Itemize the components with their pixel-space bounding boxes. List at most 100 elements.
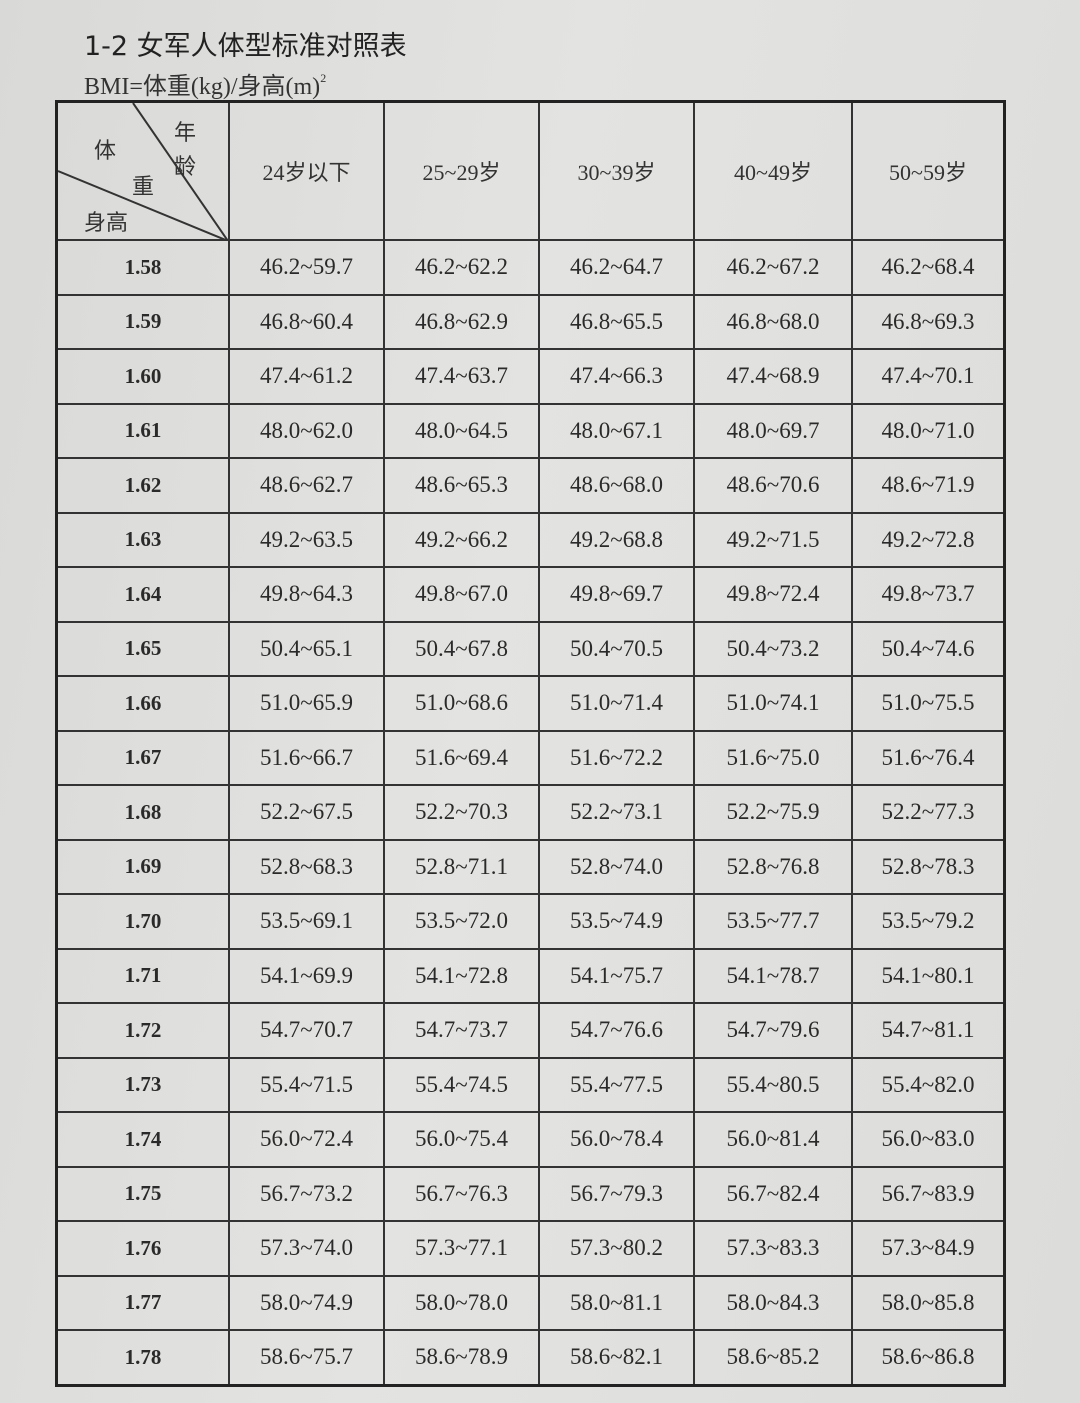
weight-range-cell: 46.8~62.9 bbox=[383, 293, 540, 350]
corner-age2: 龄 bbox=[174, 155, 197, 180]
weight-range-cell: 54.7~73.7 bbox=[383, 1002, 540, 1059]
height-cell: 1.67 bbox=[55, 729, 230, 786]
weight-range-cell: 58.6~78.9 bbox=[383, 1329, 540, 1386]
weight-range-cell: 48.6~62.7 bbox=[228, 457, 385, 514]
height-cell: 1.71 bbox=[55, 947, 230, 1004]
table-row: 1.71 54.1~69.9 54.1~72.8 54.1~75.7 54.1~78.7… bbox=[55, 947, 1006, 1004]
weight-range-cell: 54.7~70.7 bbox=[228, 1002, 385, 1059]
weight-range-cell: 49.8~73.7 bbox=[851, 566, 1006, 623]
weight-range-cell: 53.5~79.2 bbox=[851, 893, 1006, 950]
table-row: 1.69 52.8~68.3 52.8~71.1 52.8~74.0 52.8~76.8… bbox=[55, 838, 1006, 895]
weight-range-cell: 55.4~82.0 bbox=[851, 1056, 1006, 1113]
weight-range-cell: 51.0~71.4 bbox=[538, 675, 695, 732]
weight-range-cell: 52.2~75.9 bbox=[693, 784, 853, 841]
weight-range-cell: 58.6~85.2 bbox=[693, 1329, 853, 1386]
weight-range-cell: 49.8~67.0 bbox=[383, 566, 540, 623]
weight-range-cell: 56.7~82.4 bbox=[693, 1165, 853, 1222]
weight-range-cell: 58.0~85.8 bbox=[851, 1274, 1006, 1331]
weight-range-cell: 51.6~76.4 bbox=[851, 729, 1006, 786]
table-row: 1.74 56.0~72.4 56.0~75.4 56.0~78.4 56.0~81.4… bbox=[55, 1111, 1006, 1168]
height-cell: 1.58 bbox=[55, 239, 230, 296]
weight-range-cell: 52.8~74.0 bbox=[538, 838, 695, 895]
weight-range-cell: 52.2~67.5 bbox=[228, 784, 385, 841]
weight-range-cell: 51.6~66.7 bbox=[228, 729, 385, 786]
weight-range-cell: 54.7~81.1 bbox=[851, 1002, 1006, 1059]
weight-range-cell: 56.0~83.0 bbox=[851, 1111, 1006, 1168]
table-row: 1.76 57.3~74.0 57.3~77.1 57.3~80.2 57.3~83.3… bbox=[55, 1220, 1006, 1277]
weight-range-cell: 54.1~75.7 bbox=[538, 947, 695, 1004]
height-cell: 1.75 bbox=[55, 1165, 230, 1222]
weight-range-cell: 56.0~72.4 bbox=[228, 1111, 385, 1168]
formula-exponent: 2 bbox=[320, 71, 327, 85]
weight-range-cell: 56.0~78.4 bbox=[538, 1111, 695, 1168]
corner-header: 体 重 年 龄 身高 bbox=[55, 100, 230, 241]
height-cell: 1.60 bbox=[55, 348, 230, 405]
weight-range-cell: 49.2~63.5 bbox=[228, 511, 385, 568]
weight-range-cell: 53.5~74.9 bbox=[538, 893, 695, 950]
table-row: 1.62 48.6~62.7 48.6~65.3 48.6~68.0 48.6~70.6… bbox=[55, 457, 1006, 514]
weight-range-cell: 53.5~69.1 bbox=[228, 893, 385, 950]
table-row: 1.64 49.8~64.3 49.8~67.0 49.8~69.7 49.8~72.4… bbox=[55, 566, 1006, 623]
weight-range-cell: 52.2~73.1 bbox=[538, 784, 695, 841]
column-header: 25~29岁 bbox=[383, 100, 540, 241]
table-body: 1.58 46.2~59.7 46.2~62.2 46.2~64.7 46.2~67.2… bbox=[55, 239, 1006, 1386]
header-row: 体 重 年 龄 身高 24岁以下 25~29岁 30~39岁 40~49岁 50… bbox=[55, 100, 1006, 241]
table-row: 1.77 58.0~74.9 58.0~78.0 58.0~81.1 58.0~84.3… bbox=[55, 1274, 1006, 1331]
corner-height: 身高 bbox=[84, 211, 129, 236]
weight-range-cell: 56.0~75.4 bbox=[383, 1111, 540, 1168]
height-cell: 1.76 bbox=[55, 1220, 230, 1277]
weight-range-cell: 50.4~67.8 bbox=[383, 620, 540, 677]
height-cell: 1.69 bbox=[55, 838, 230, 895]
weight-range-cell: 49.8~69.7 bbox=[538, 566, 695, 623]
table-row: 1.75 56.7~73.2 56.7~76.3 56.7~79.3 56.7~82.4… bbox=[55, 1165, 1006, 1222]
weight-range-cell: 49.2~66.2 bbox=[383, 511, 540, 568]
weight-range-cell: 54.1~78.7 bbox=[693, 947, 853, 1004]
weight-range-cell: 56.7~83.9 bbox=[851, 1165, 1006, 1222]
weight-range-cell: 47.4~68.9 bbox=[693, 348, 853, 405]
weight-range-cell: 51.6~72.2 bbox=[538, 729, 695, 786]
weight-range-cell: 51.0~65.9 bbox=[228, 675, 385, 732]
weight-range-cell: 50.4~65.1 bbox=[228, 620, 385, 677]
weight-range-cell: 49.2~68.8 bbox=[538, 511, 695, 568]
weight-range-cell: 57.3~84.9 bbox=[851, 1220, 1006, 1277]
height-cell: 1.62 bbox=[55, 457, 230, 514]
weight-range-cell: 56.7~73.2 bbox=[228, 1165, 385, 1222]
weight-range-cell: 58.0~81.1 bbox=[538, 1274, 695, 1331]
table-row: 1.73 55.4~71.5 55.4~74.5 55.4~77.5 55.4~80.5… bbox=[55, 1056, 1006, 1113]
weight-range-cell: 48.0~64.5 bbox=[383, 402, 540, 459]
height-cell: 1.63 bbox=[55, 511, 230, 568]
height-cell: 1.77 bbox=[55, 1274, 230, 1331]
weight-range-cell: 49.8~72.4 bbox=[693, 566, 853, 623]
weight-range-cell: 55.4~80.5 bbox=[693, 1056, 853, 1113]
bmi-formula: BMI=体重(kg)/身高(m)2 bbox=[84, 66, 326, 101]
weight-range-cell: 57.3~77.1 bbox=[383, 1220, 540, 1277]
weight-range-cell: 52.2~70.3 bbox=[383, 784, 540, 841]
weight-range-cell: 49.8~64.3 bbox=[228, 566, 385, 623]
table-row: 1.68 52.2~67.5 52.2~70.3 52.2~73.1 52.2~75.9… bbox=[55, 784, 1006, 841]
corner-weight: 体 bbox=[94, 139, 117, 164]
table-row: 1.72 54.7~70.7 54.7~73.7 54.7~76.6 54.7~79.6… bbox=[55, 1002, 1006, 1059]
height-cell: 1.64 bbox=[55, 566, 230, 623]
formula-text: BMI=体重(kg)/身高(m) bbox=[84, 74, 321, 100]
column-header: 40~49岁 bbox=[693, 100, 853, 241]
height-cell: 1.74 bbox=[55, 1111, 230, 1168]
weight-range-cell: 54.1~72.8 bbox=[383, 947, 540, 1004]
body-standard-table: 体 重 年 龄 身高 24岁以下 25~29岁 30~39岁 40~49岁 50… bbox=[55, 100, 1006, 1387]
weight-range-cell: 50.4~70.5 bbox=[538, 620, 695, 677]
corner-age: 年 bbox=[174, 121, 197, 146]
weight-range-cell: 48.6~71.9 bbox=[851, 457, 1006, 514]
height-cell: 1.68 bbox=[55, 784, 230, 841]
weight-range-cell: 58.6~86.8 bbox=[851, 1329, 1006, 1386]
height-cell: 1.72 bbox=[55, 1002, 230, 1059]
weight-range-cell: 55.4~74.5 bbox=[383, 1056, 540, 1113]
weight-range-cell: 52.8~78.3 bbox=[851, 838, 1006, 895]
weight-range-cell: 56.0~81.4 bbox=[693, 1111, 853, 1168]
weight-range-cell: 51.0~68.6 bbox=[383, 675, 540, 732]
table-row: 1.61 48.0~62.0 48.0~64.5 48.0~67.1 48.0~69.7… bbox=[55, 402, 1006, 459]
column-header: 24岁以下 bbox=[228, 100, 385, 241]
weight-range-cell: 49.2~72.8 bbox=[851, 511, 1006, 568]
column-header: 50~59岁 bbox=[851, 100, 1006, 241]
weight-range-cell: 46.8~68.0 bbox=[693, 293, 853, 350]
table-row: 1.59 46.8~60.4 46.8~62.9 46.8~65.5 46.8~68.0… bbox=[55, 293, 1006, 350]
weight-range-cell: 47.4~70.1 bbox=[851, 348, 1006, 405]
